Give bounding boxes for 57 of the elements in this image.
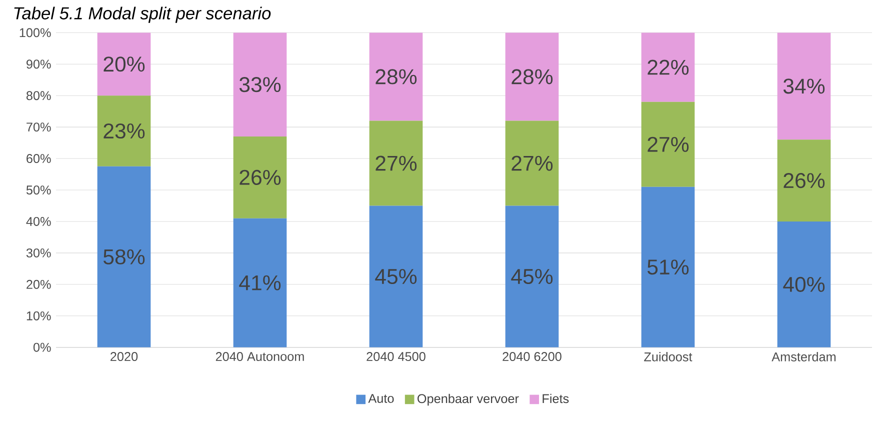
x-tick-label: 2040 6200 xyxy=(502,352,562,362)
data-label: 34% xyxy=(783,78,825,94)
data-label: 45% xyxy=(375,269,417,284)
data-label: 40% xyxy=(783,276,825,292)
x-tick-label: Zuidoost xyxy=(644,352,692,362)
data-label: 20% xyxy=(104,56,145,72)
legend-label: Auto xyxy=(368,394,394,403)
data-label: 27% xyxy=(512,156,553,171)
bar xyxy=(233,32,287,137)
bar xyxy=(97,32,151,96)
y-tick-label: 100% xyxy=(20,28,51,38)
y-tick-label: 50% xyxy=(26,186,51,194)
data-label: 27% xyxy=(376,156,417,171)
bar xyxy=(369,120,423,206)
data-label: 28% xyxy=(376,69,417,84)
bar xyxy=(777,140,831,222)
data-label: 58% xyxy=(104,249,145,264)
bar xyxy=(233,136,287,218)
y-tick-label: 20% xyxy=(26,280,51,289)
data-label: 26% xyxy=(784,173,825,188)
bar xyxy=(233,218,287,348)
data-label: 41% xyxy=(239,275,281,290)
y-tick-label: 60% xyxy=(26,154,51,164)
bar xyxy=(369,206,423,348)
chart-title: Tabel 5.1 Modal split per scenario xyxy=(14,6,271,23)
data-label: 33% xyxy=(239,77,281,92)
bar xyxy=(641,102,695,187)
bar xyxy=(369,32,423,121)
y-tick-label: 40% xyxy=(26,216,51,226)
bar xyxy=(641,32,695,102)
bar xyxy=(505,32,559,121)
data-label: 27% xyxy=(648,136,689,152)
y-tick-label: 90% xyxy=(26,60,51,69)
data-label: 51% xyxy=(648,260,689,275)
y-tick-label: 0% xyxy=(33,342,51,352)
y-tick-label: 10% xyxy=(26,311,51,320)
data-label: 28% xyxy=(512,69,553,84)
bar xyxy=(505,206,559,348)
x-tick-label: 2020 xyxy=(110,352,138,362)
data-label: 22% xyxy=(648,60,689,75)
y-tick-label: 70% xyxy=(26,122,51,132)
legend-label: Openbaar vervoer xyxy=(418,394,519,406)
x-tick-label: 2040 4500 xyxy=(366,352,426,362)
bar xyxy=(97,166,151,348)
legend-label: Fiets xyxy=(542,394,569,404)
bar xyxy=(505,120,559,206)
x-tick-label: Amsterdam xyxy=(772,352,836,362)
bar xyxy=(97,96,151,166)
bar xyxy=(777,221,831,348)
data-label: 26% xyxy=(240,170,281,185)
y-tick-label: 80% xyxy=(26,91,51,100)
y-tick-label: 30% xyxy=(26,248,51,258)
bar xyxy=(641,186,695,348)
data-label: 45% xyxy=(511,269,553,284)
x-tick-label: 2040 Autonoom xyxy=(216,352,304,362)
data-label: 23% xyxy=(104,123,145,139)
bar xyxy=(777,32,831,140)
